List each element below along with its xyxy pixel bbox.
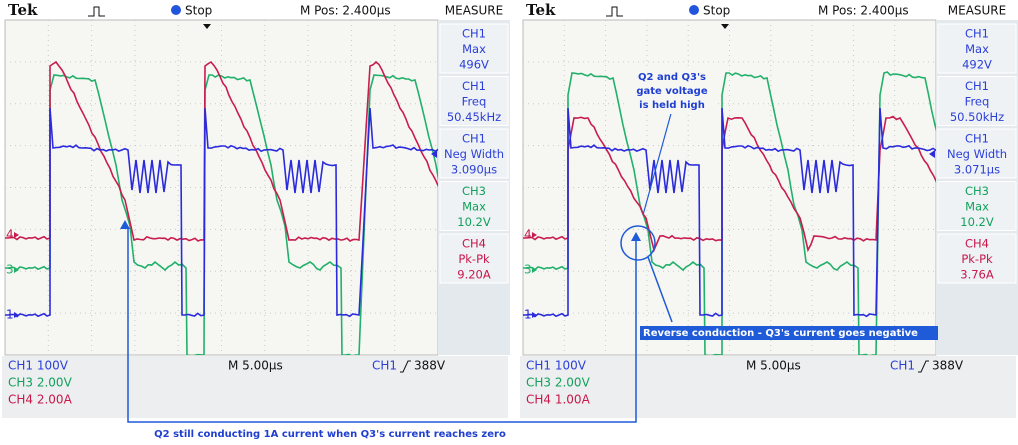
timebase: M 5.00µs <box>228 359 283 373</box>
measure-value: 10.2V <box>457 215 491 229</box>
measure-value: 9.20A <box>457 268 491 282</box>
measure-value: 10.2V <box>960 215 994 229</box>
channel-marker: 4 <box>524 228 532 242</box>
measure-value: 492V <box>962 58 992 72</box>
measure-channel: CH1 <box>965 79 989 93</box>
measure-name: Max <box>965 42 989 56</box>
measure-name: Neg Width <box>947 147 1007 161</box>
measure-channel: CH1 <box>462 132 486 146</box>
measure-name: Pk-Pk <box>961 252 993 266</box>
measure-value: 50.45kHz <box>447 110 501 124</box>
measure-value: 496V <box>459 58 489 72</box>
reverse-note: Reverse conduction - Q3's current goes n… <box>643 328 918 339</box>
measure-channel: CH1 <box>965 27 989 41</box>
screenshot: TekStopM Pos: 2.400µsMEASURE431CH1Max496… <box>0 0 1018 441</box>
measure-channel: CH3 <box>462 184 486 198</box>
measure-channel: CH4 <box>965 237 989 251</box>
timebase: M 5.00µs <box>746 359 801 373</box>
channel-setting: CH4 1.00A <box>526 393 591 407</box>
trigger-level: 388V <box>932 359 964 373</box>
trigger-channel: CH1 <box>372 359 397 373</box>
channel-marker: 1 <box>524 308 532 322</box>
run-state: Stop <box>703 4 730 18</box>
channel-setting: CH1 100V <box>8 359 69 373</box>
caption: Q2 still conducting 1A current when Q3's… <box>154 429 506 440</box>
measure-name: Max <box>462 200 486 214</box>
measure-name: Freq <box>462 95 487 109</box>
measure-title: MEASURE <box>948 4 1006 18</box>
stop-icon <box>171 5 181 15</box>
measure-name: Freq <box>965 95 990 109</box>
measure-value: 3.090µs <box>451 163 497 177</box>
m-pos: M Pos: 2.400µs <box>300 4 391 18</box>
header-bar <box>518 0 1018 20</box>
measure-value: 3.76A <box>960 268 994 282</box>
measure-channel: CH1 <box>965 132 989 146</box>
measure-name: Pk-Pk <box>458 252 490 266</box>
channel-setting: CH4 2.00A <box>8 393 73 407</box>
measure-name: Max <box>462 42 486 56</box>
measure-channel: CH4 <box>462 237 486 251</box>
measure-name: Max <box>965 200 989 214</box>
trigger-channel: CH1 <box>890 359 915 373</box>
brand: Tek <box>526 1 556 19</box>
brand: Tek <box>8 1 38 19</box>
measure-channel: CH1 <box>462 27 486 41</box>
channel-marker: 1 <box>6 308 14 322</box>
measure-name: Neg Width <box>444 147 504 161</box>
run-state: Stop <box>185 4 212 18</box>
measure-value: 3.071µs <box>954 163 1000 177</box>
channel-marker: 3 <box>6 263 14 277</box>
gate-note: is held high <box>639 100 705 111</box>
channel-marker: 4 <box>6 228 14 242</box>
header-bar <box>0 0 510 20</box>
channel-setting: CH3 2.00V <box>526 376 591 390</box>
channel-setting: CH3 2.00V <box>8 376 73 390</box>
measure-title: MEASURE <box>445 4 503 18</box>
m-pos: M Pos: 2.400µs <box>818 4 909 18</box>
channel-marker: 3 <box>524 263 532 277</box>
measure-channel: CH3 <box>965 184 989 198</box>
gate-note: Q2 and Q3's <box>638 72 706 83</box>
stop-icon <box>689 5 699 15</box>
measure-channel: CH1 <box>462 79 486 93</box>
channel-setting: CH1 100V <box>526 359 587 373</box>
trigger-level: 388V <box>414 359 446 373</box>
measure-value: 50.50kHz <box>950 110 1004 124</box>
gate-note: gate voltage <box>636 86 707 97</box>
